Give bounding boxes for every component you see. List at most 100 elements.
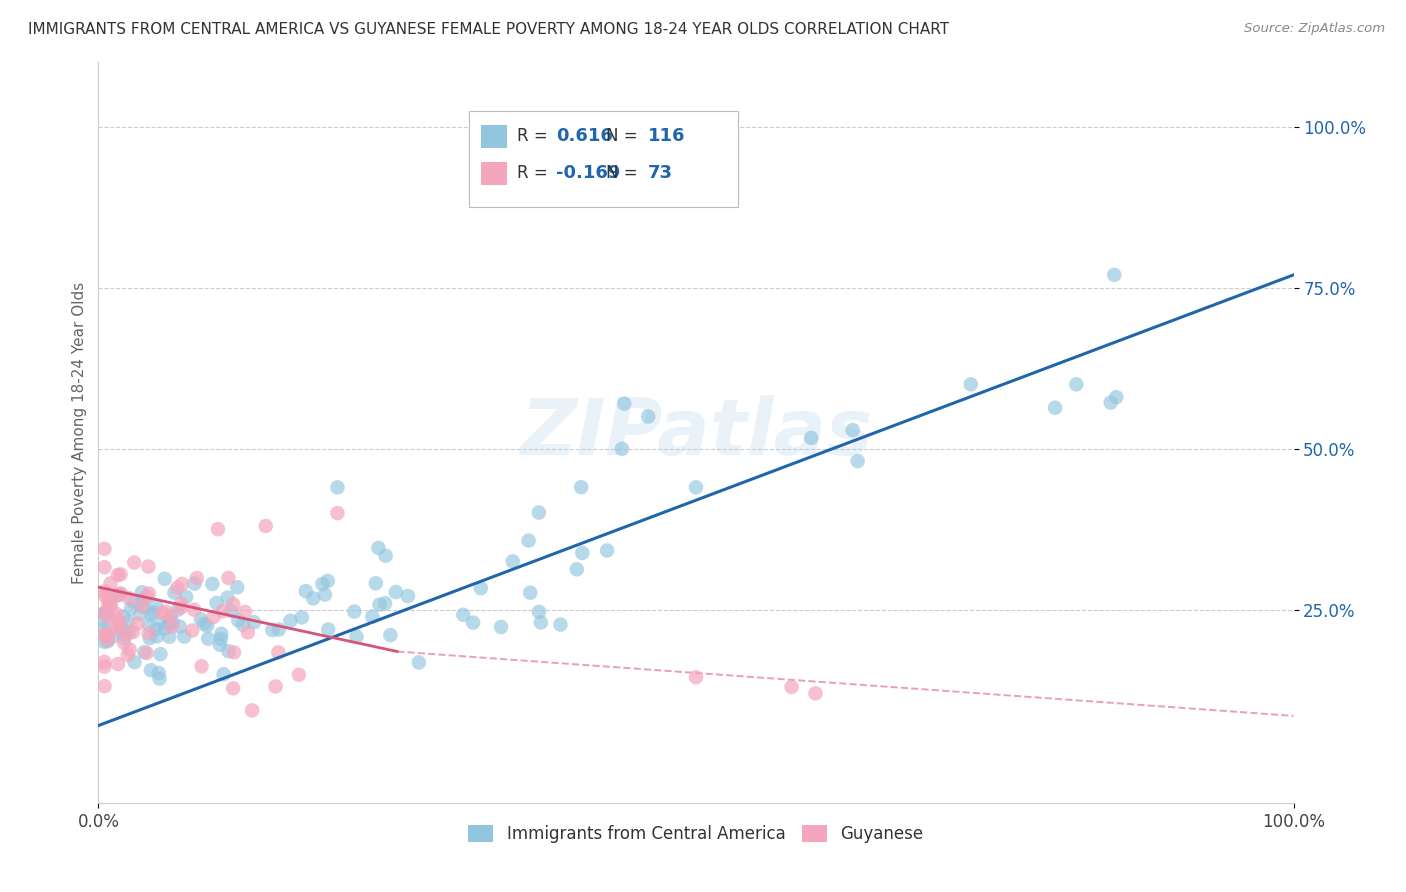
Point [110, 621, 132, 635]
Point [166, 603, 188, 617]
Point [314, 587, 336, 601]
Point [780, 680, 803, 694]
Point [101, 630, 124, 644]
Point [118, 625, 141, 640]
Point [97, 596, 120, 610]
Point [374, 549, 396, 563]
Point [100, 598, 122, 612]
Point [267, 645, 290, 659]
Point [613, 397, 636, 411]
Bar [481, 162, 508, 185]
Point [550, 617, 572, 632]
Point [110, 586, 132, 600]
Point [236, 625, 259, 640]
Point [112, 609, 135, 624]
Point [193, 616, 215, 631]
Text: Source: ZipAtlas.com: Source: ZipAtlas.com [1244, 22, 1385, 36]
Point [93, 628, 115, 642]
Point [149, 647, 172, 661]
Point [294, 584, 316, 599]
Point [195, 619, 218, 633]
Point [115, 627, 138, 641]
Legend: Immigrants from Central America, Guyanese: Immigrants from Central America, Guyanes… [461, 819, 931, 850]
Point [93, 635, 115, 649]
Point [94, 627, 117, 641]
Point [228, 614, 250, 628]
Point [368, 598, 391, 612]
Point [97, 627, 120, 641]
Point [129, 607, 152, 622]
Text: N =: N = [606, 164, 643, 183]
Point [1043, 401, 1066, 415]
Point [367, 541, 389, 555]
Point [112, 631, 135, 645]
Point [148, 666, 170, 681]
Point [93, 614, 115, 628]
Point [841, 423, 863, 437]
Point [217, 591, 239, 605]
Point [374, 596, 396, 610]
Point [1105, 390, 1128, 404]
Point [222, 645, 245, 659]
Point [461, 615, 484, 630]
Point [124, 655, 146, 669]
FancyBboxPatch shape [470, 111, 738, 207]
Point [118, 642, 141, 657]
Point [222, 681, 245, 696]
Point [212, 667, 235, 681]
Point [135, 646, 157, 660]
Text: ZIPatlas: ZIPatlas [520, 394, 872, 471]
Point [138, 631, 160, 645]
Point [800, 431, 823, 445]
Point [166, 581, 188, 595]
Point [122, 556, 145, 570]
Point [685, 480, 707, 494]
Point [97, 609, 120, 624]
Point [93, 584, 115, 599]
Text: R =: R = [517, 164, 553, 183]
Text: R =: R = [517, 128, 553, 145]
Point [107, 588, 129, 602]
Point [519, 585, 541, 599]
Point [302, 591, 325, 606]
Point [93, 659, 115, 673]
Point [169, 620, 191, 634]
Point [571, 546, 593, 560]
Point [94, 606, 117, 620]
Point [262, 623, 284, 637]
Point [232, 618, 254, 632]
Point [145, 599, 167, 613]
Point [209, 632, 232, 646]
Point [243, 615, 266, 630]
Point [131, 599, 153, 614]
Point [107, 568, 129, 582]
Point [172, 577, 194, 591]
Point [141, 607, 163, 622]
Point [100, 598, 122, 612]
Point [134, 645, 156, 659]
Point [108, 621, 131, 635]
Point [264, 680, 287, 694]
Point [326, 480, 349, 494]
Point [190, 659, 212, 673]
Point [97, 632, 120, 647]
Point [135, 590, 157, 604]
Point [153, 572, 176, 586]
Point [233, 605, 256, 619]
Point [610, 442, 633, 456]
Point [155, 605, 177, 619]
Point [408, 656, 430, 670]
Point [93, 606, 115, 620]
Point [117, 615, 139, 629]
Point [173, 630, 195, 644]
Point [112, 636, 135, 650]
Point [530, 615, 553, 630]
Point [93, 541, 115, 556]
Point [207, 522, 229, 536]
Point [311, 577, 333, 591]
Point [98, 592, 121, 607]
Point [159, 609, 181, 624]
Y-axis label: Female Poverty Among 18-24 Year Olds: Female Poverty Among 18-24 Year Olds [72, 282, 87, 583]
Text: 116: 116 [648, 128, 686, 145]
Point [201, 577, 224, 591]
